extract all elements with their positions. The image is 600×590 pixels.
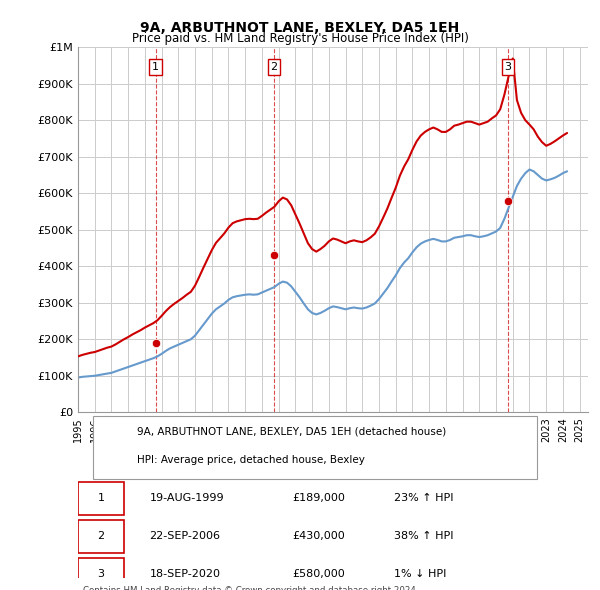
Text: £189,000: £189,000 (292, 493, 345, 503)
FancyBboxPatch shape (78, 520, 124, 553)
Text: 9A, ARBUTHNOT LANE, BEXLEY, DA5 1EH (detached house): 9A, ARBUTHNOT LANE, BEXLEY, DA5 1EH (det… (137, 427, 446, 437)
FancyBboxPatch shape (78, 558, 124, 590)
Text: Contains HM Land Registry data © Crown copyright and database right 2024.
This d: Contains HM Land Registry data © Crown c… (83, 586, 419, 590)
Text: 3: 3 (97, 569, 104, 579)
Text: 38% ↑ HPI: 38% ↑ HPI (394, 531, 454, 541)
Text: £430,000: £430,000 (292, 531, 345, 541)
Text: 2: 2 (97, 531, 104, 541)
Text: 3: 3 (505, 62, 512, 72)
Text: Price paid vs. HM Land Registry's House Price Index (HPI): Price paid vs. HM Land Registry's House … (131, 32, 469, 45)
Text: 22-SEP-2006: 22-SEP-2006 (149, 531, 220, 541)
Text: 1: 1 (97, 493, 104, 503)
Text: 2: 2 (271, 62, 278, 72)
Text: 9A, ARBUTHNOT LANE, BEXLEY, DA5 1EH: 9A, ARBUTHNOT LANE, BEXLEY, DA5 1EH (140, 21, 460, 35)
FancyBboxPatch shape (78, 482, 124, 515)
Text: 23% ↑ HPI: 23% ↑ HPI (394, 493, 454, 503)
Text: 19-AUG-1999: 19-AUG-1999 (149, 493, 224, 503)
Text: 18-SEP-2020: 18-SEP-2020 (149, 569, 220, 579)
Text: HPI: Average price, detached house, Bexley: HPI: Average price, detached house, Bexl… (137, 454, 365, 464)
Text: £580,000: £580,000 (292, 569, 345, 579)
Text: 1% ↓ HPI: 1% ↓ HPI (394, 569, 446, 579)
FancyBboxPatch shape (94, 415, 537, 478)
Text: 1: 1 (152, 62, 159, 72)
